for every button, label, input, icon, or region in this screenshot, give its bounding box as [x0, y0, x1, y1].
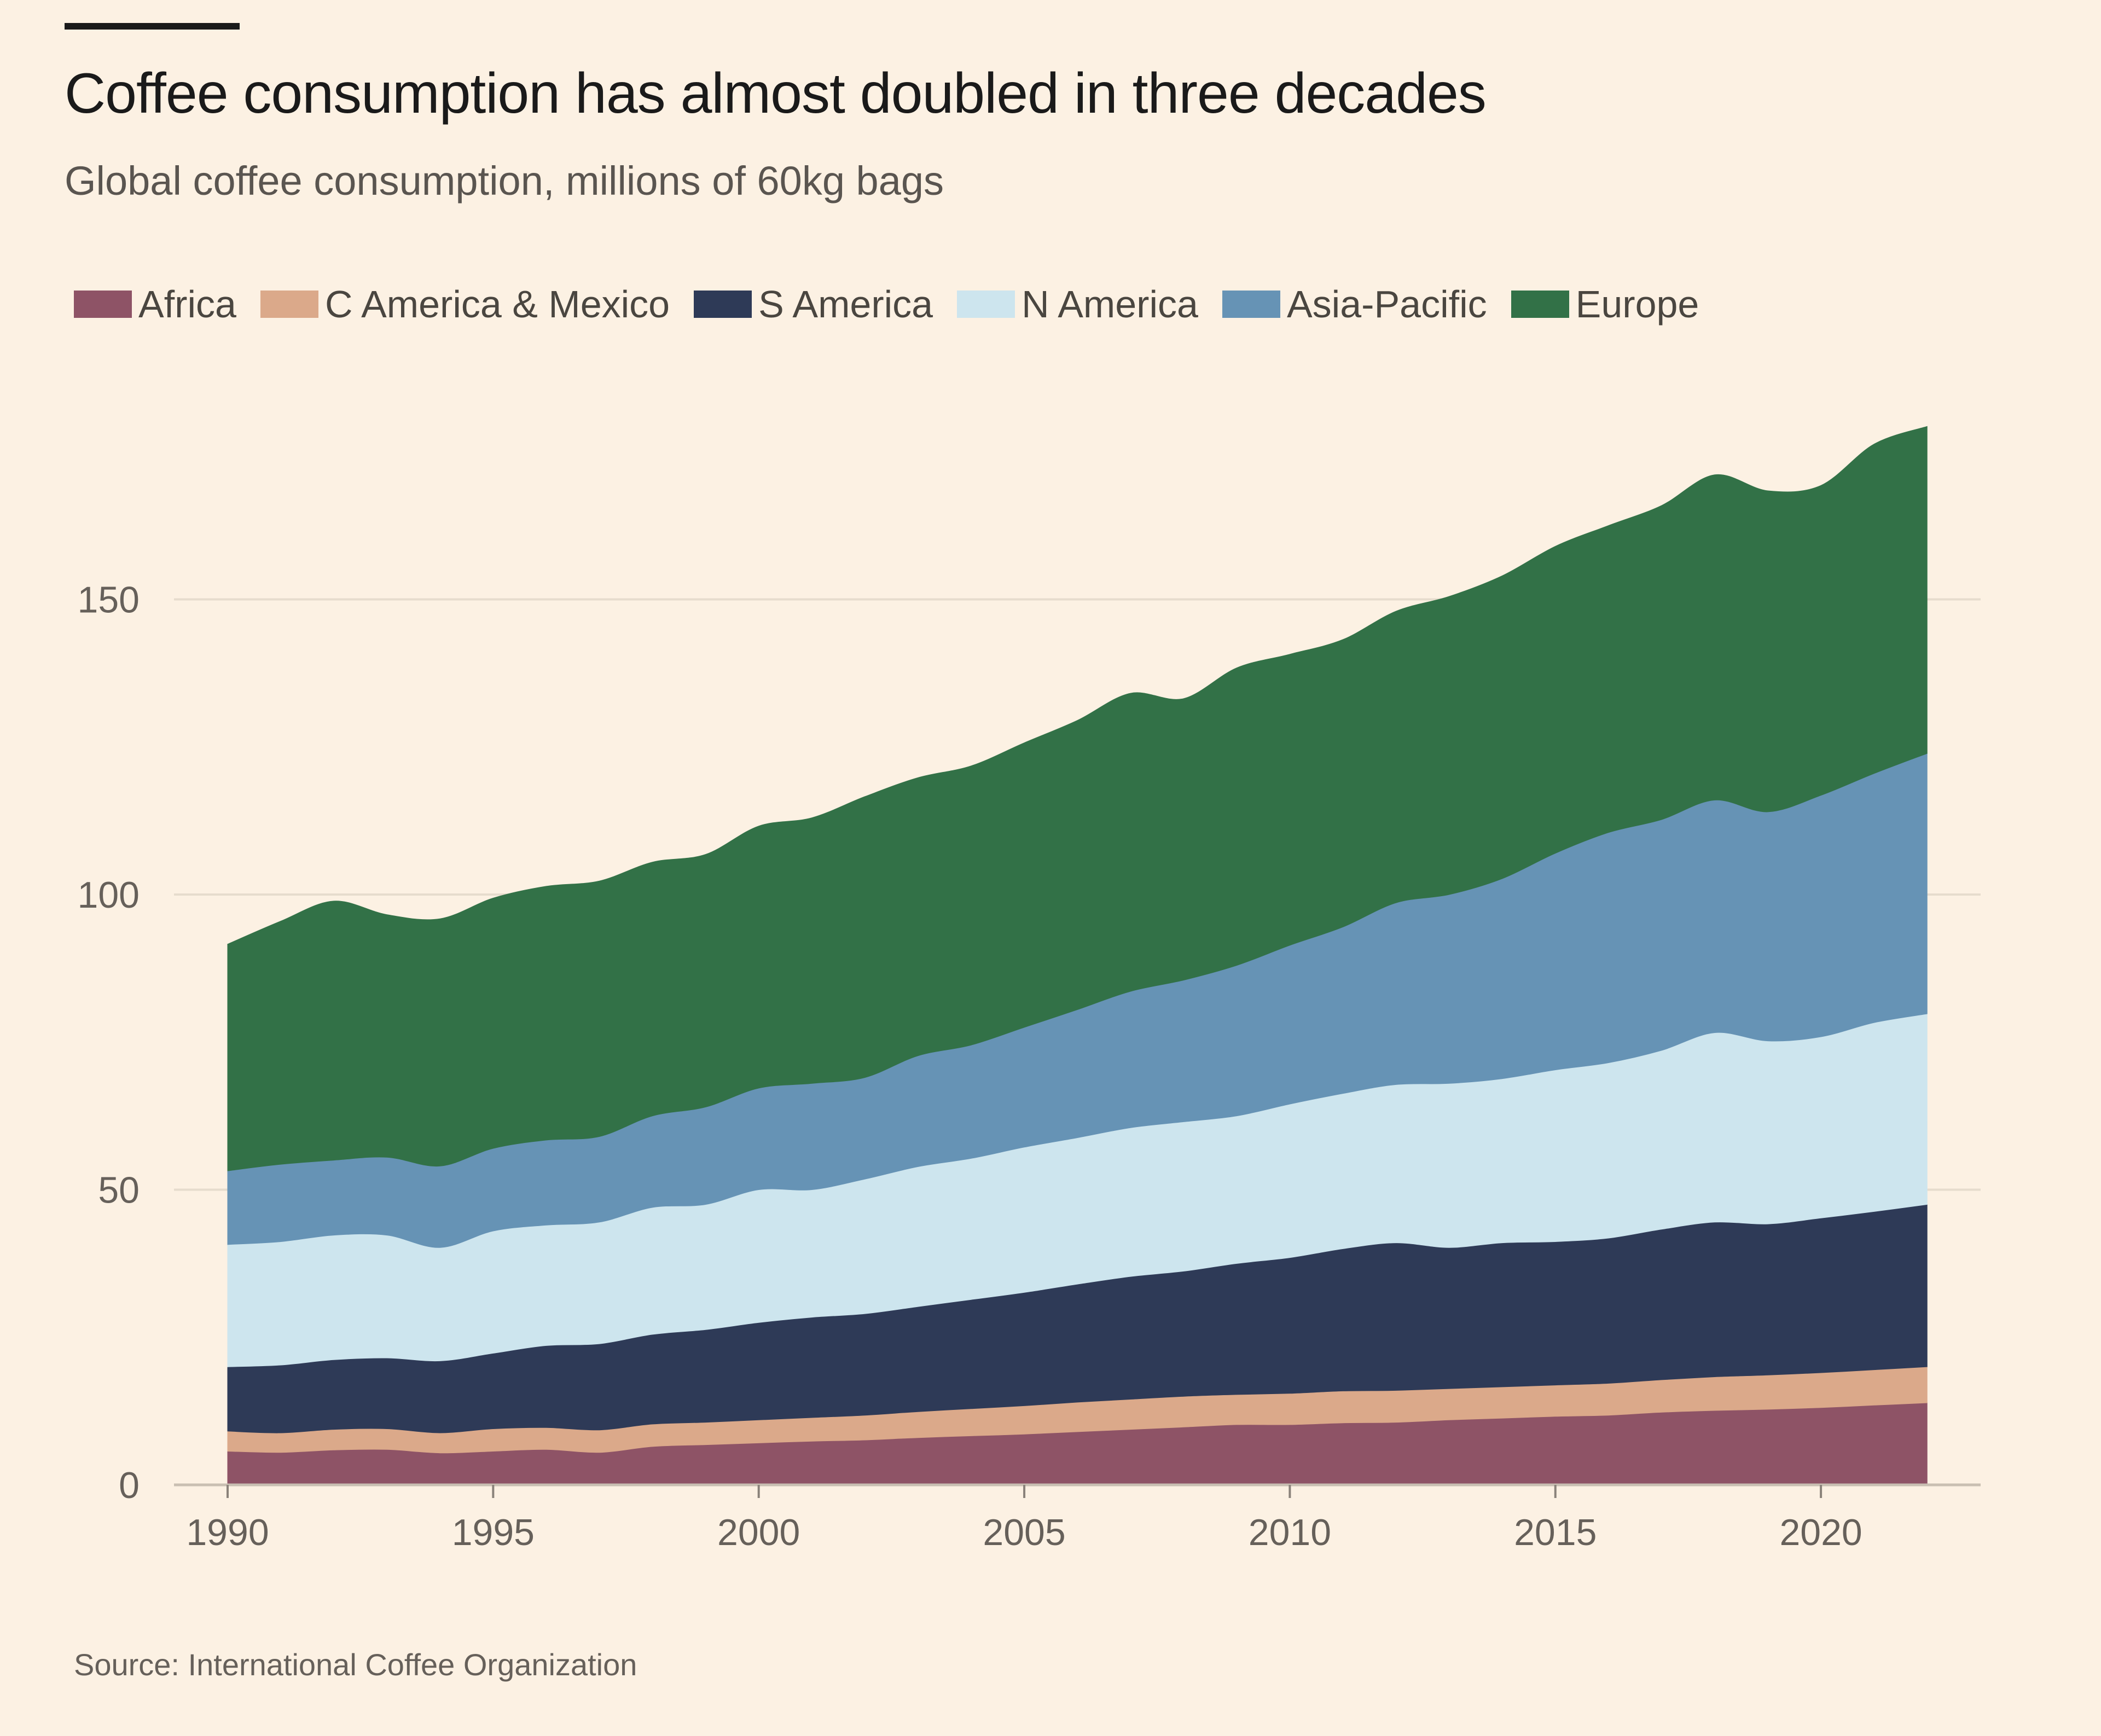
legend-label: Asia-Pacific — [1286, 283, 1487, 326]
chart-title: Coffee consumption has almost doubled in… — [65, 62, 1487, 125]
x-tick-label: 2005 — [983, 1512, 1065, 1553]
legend-swatch — [694, 291, 752, 318]
x-tick-label: 2010 — [1249, 1512, 1331, 1553]
legend-swatch — [1511, 291, 1569, 318]
legend-label: Europe — [1575, 283, 1699, 326]
legend-swatch — [1222, 291, 1280, 318]
y-tick-label: 100 — [78, 874, 140, 916]
legend-item-asia-pacific: Asia-Pacific — [1222, 282, 1487, 326]
x-tick-label: 1995 — [452, 1512, 535, 1553]
y-tick-label: 150 — [78, 579, 140, 621]
legend-label: Africa — [138, 283, 236, 326]
legend-swatch — [957, 291, 1015, 318]
x-tick-label: 1990 — [186, 1512, 269, 1553]
legend-swatch — [74, 291, 132, 318]
legend-label: S America — [758, 283, 933, 326]
x-tick-label: 2020 — [1779, 1512, 1862, 1553]
legend-label: C America & Mexico — [324, 283, 670, 326]
header-rule — [65, 23, 240, 30]
legend-swatch — [260, 291, 318, 318]
y-tick-label: 0 — [119, 1465, 140, 1506]
legend-item-africa: Africa — [74, 282, 236, 326]
x-tick-label: 2000 — [717, 1512, 800, 1553]
source-note: Source: International Coffee Organizatio… — [74, 1647, 637, 1682]
legend-item-c-america-mexico: C America & Mexico — [260, 282, 670, 326]
legend-item-europe: Europe — [1511, 282, 1699, 326]
legend: Africa C America & Mexico S America N Ameri… — [74, 282, 1723, 326]
x-tick-label: 2015 — [1514, 1512, 1597, 1553]
legend-item-s-america: S America — [694, 282, 933, 326]
chart-subtitle: Global coffee consumption, millions of 6… — [65, 158, 944, 204]
legend-label: N America — [1022, 283, 1198, 326]
y-tick-label: 50 — [98, 1170, 140, 1211]
legend-item-n-america: N America — [957, 282, 1198, 326]
area-europe — [227, 426, 1928, 1171]
